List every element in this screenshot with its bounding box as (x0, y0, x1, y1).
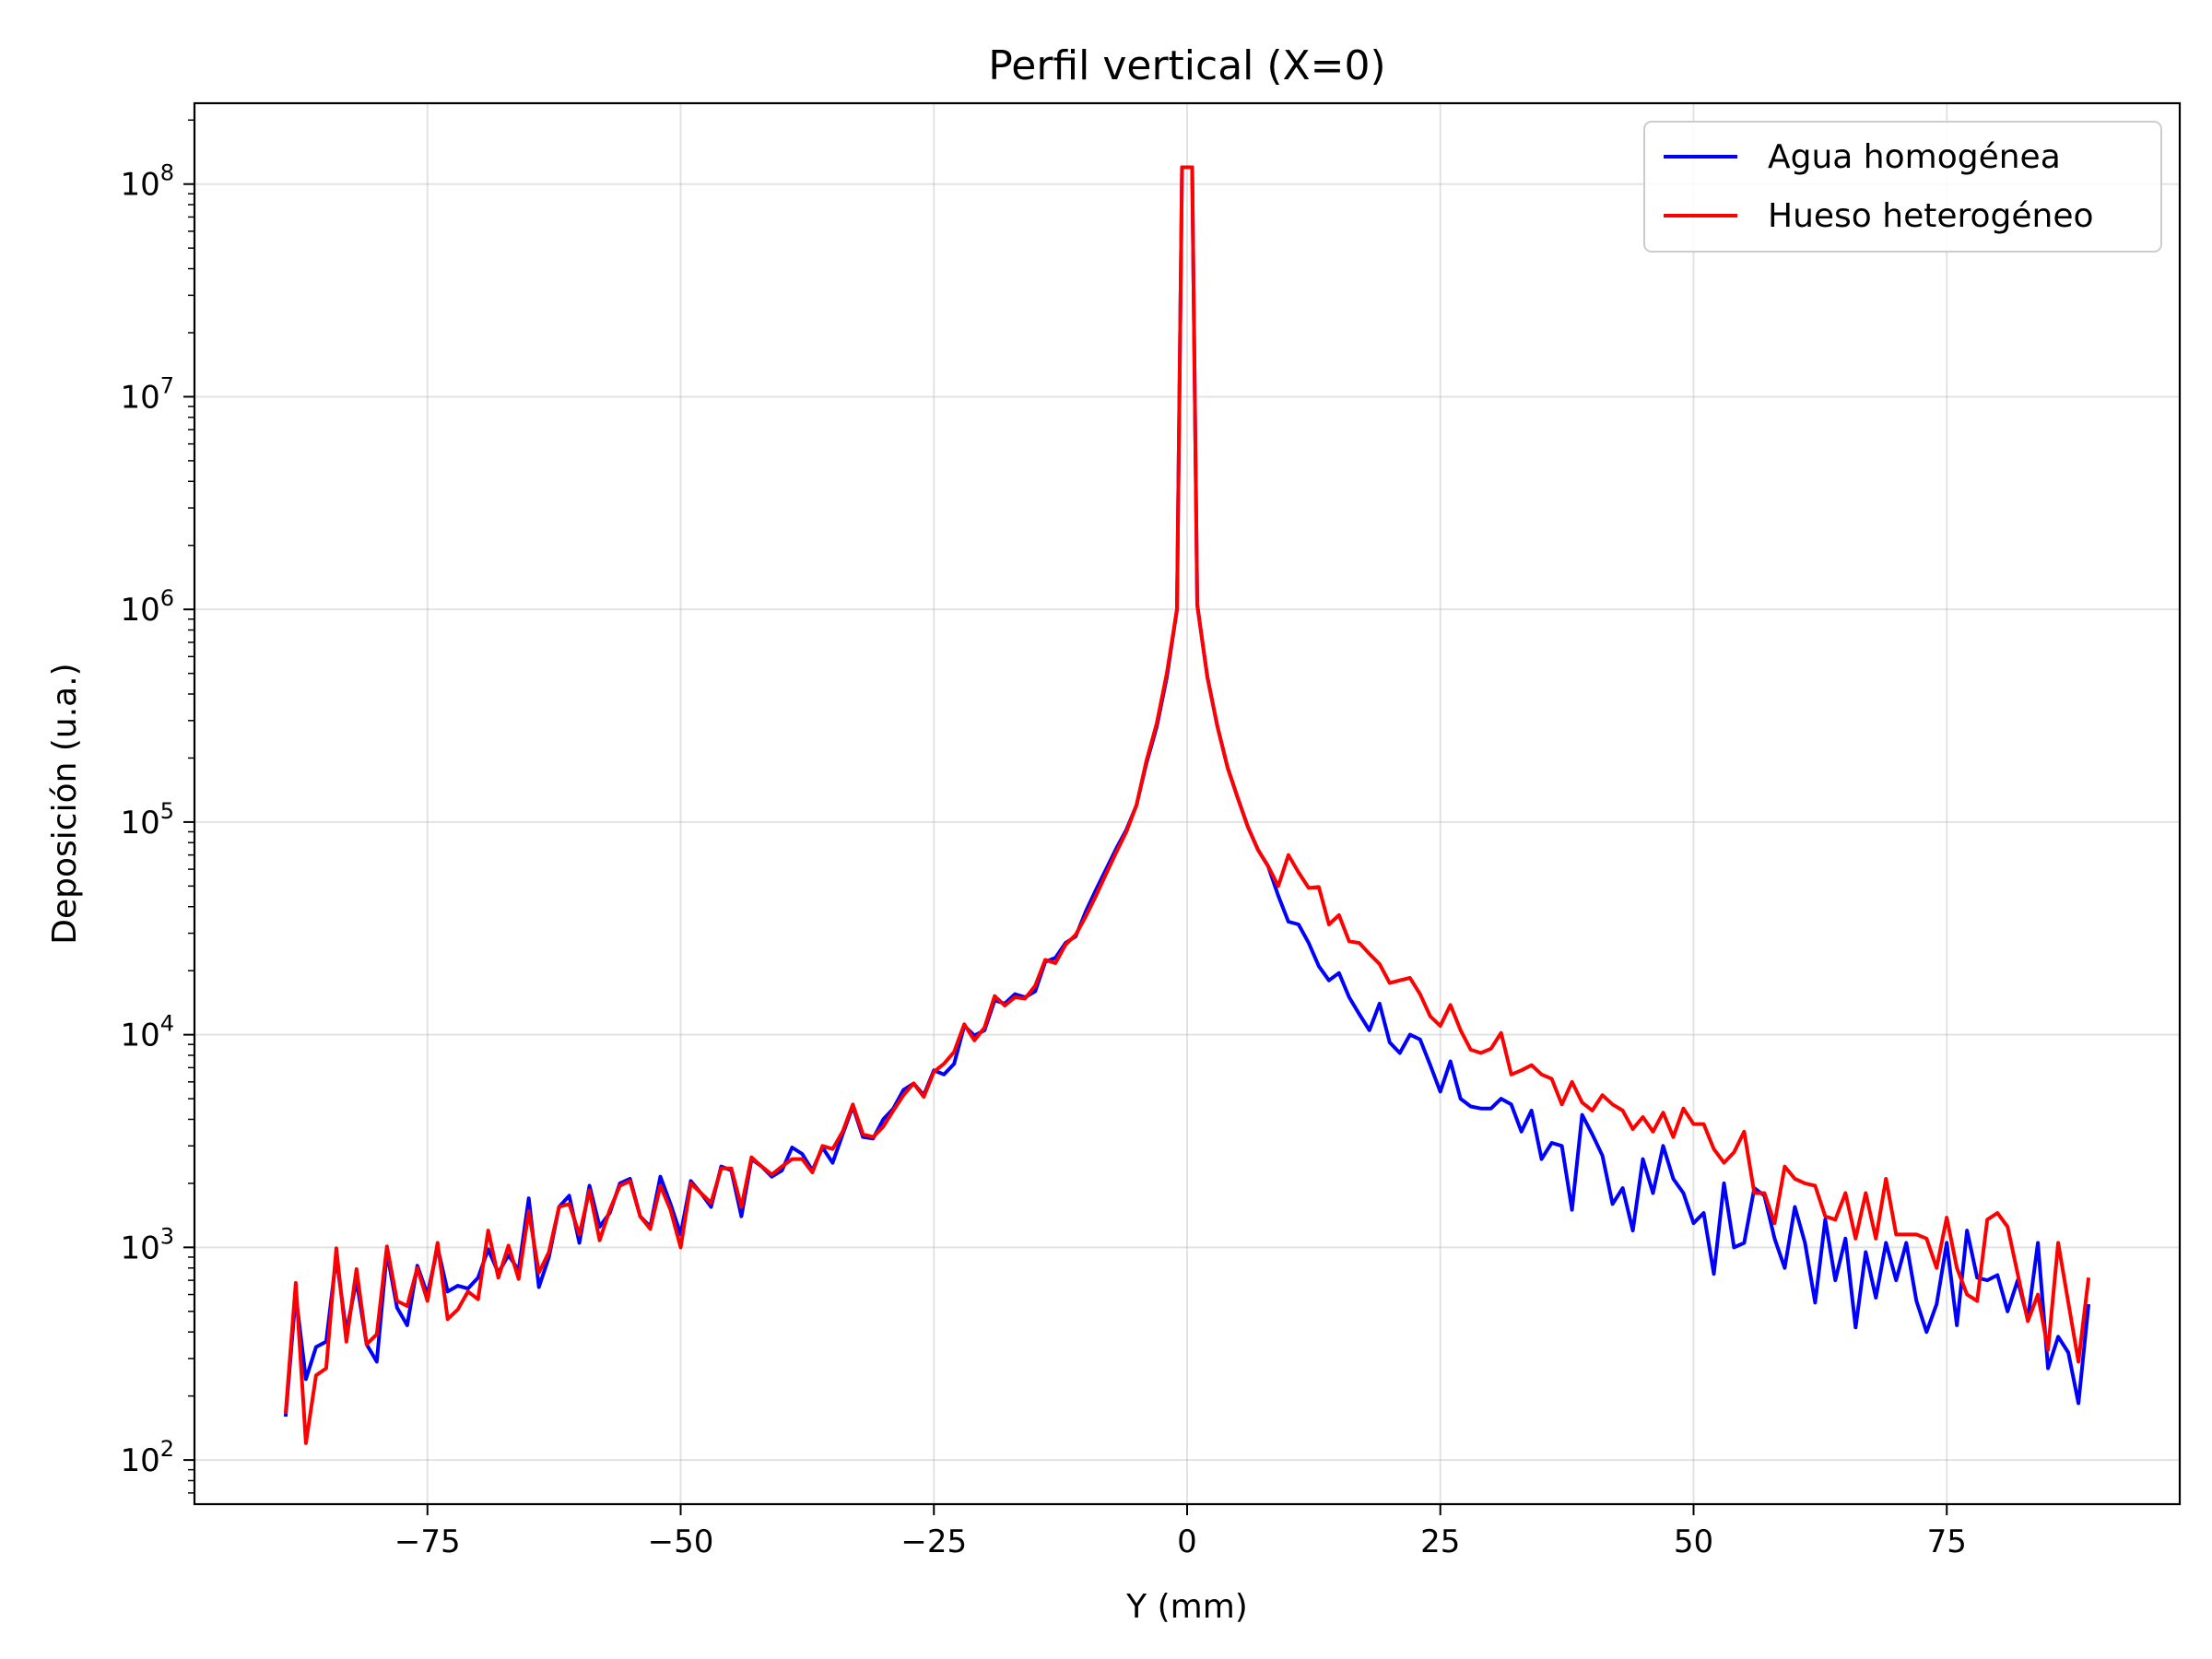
x-tick-label: 25 (1420, 1524, 1460, 1560)
legend-label-agua: Agua homogénea (1768, 138, 2061, 176)
series-line-hueso-heterogeneo (283, 165, 2091, 1445)
y-tick-label: 102 (120, 1436, 174, 1479)
y-tick-label: 104 (120, 1011, 174, 1054)
x-tick-label: −50 (648, 1524, 714, 1560)
series-group (283, 165, 2091, 1445)
legend-box (1643, 121, 2162, 253)
x-tick-label: 0 (1177, 1524, 1197, 1560)
x-ticks: −75 −50 −25 0 25 50 75 (394, 1504, 1967, 1560)
y-ticks: 102 103 104 105 106 107 108 (120, 119, 194, 1494)
legend: Agua homogénea Hueso heterogéneo (1643, 121, 2162, 253)
y-axis-label: Deposición (u.a.) (46, 663, 84, 944)
x-tick-label: −25 (900, 1524, 967, 1560)
chart-title: Perfil vertical (X=0) (988, 42, 1385, 89)
y-tick-label: 108 (120, 160, 174, 204)
y-tick-label: 106 (120, 585, 174, 629)
x-tick-label: −75 (394, 1524, 461, 1560)
x-axis-label: Y (mm) (1125, 1588, 1248, 1626)
y-tick-label: 103 (120, 1223, 174, 1266)
grid (194, 103, 2180, 1504)
y-tick-label: 105 (120, 798, 174, 841)
legend-label-hueso: Hueso heterogéneo (1768, 197, 2094, 235)
x-tick-label: 50 (1674, 1524, 1713, 1560)
y-tick-label: 107 (120, 372, 174, 416)
x-tick-label: 75 (1927, 1524, 1967, 1560)
